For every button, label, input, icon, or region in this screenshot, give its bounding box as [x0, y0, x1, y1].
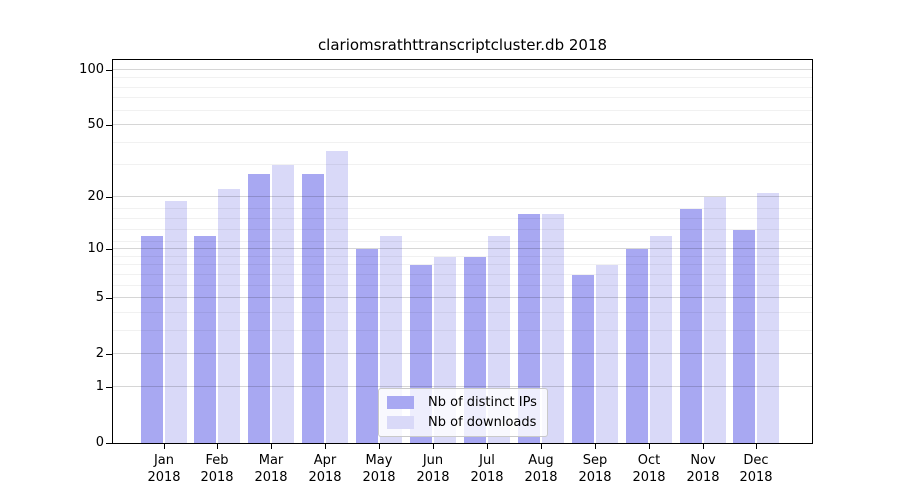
x-tick-jul — [487, 444, 488, 449]
x-tick-may — [379, 444, 380, 449]
x-tick-dec — [756, 444, 757, 449]
bar-dec-2018-downloads — [757, 193, 780, 443]
bar-sep-2018-downloads — [595, 265, 618, 443]
bar-feb-2018-downloads — [218, 189, 241, 443]
legend-item-downloads: Nb of downloads — [387, 415, 537, 430]
minor-gridline-40 — [113, 141, 812, 143]
minor-gridline-7 — [113, 273, 812, 275]
y-tick-1 — [106, 387, 113, 388]
x-tick-label-jul: Jul 2018 — [470, 453, 504, 485]
x-tick-label-nov: Nov 2018 — [686, 453, 720, 485]
legend-item-distinct-ips: Nb of distinct IPs — [387, 395, 537, 410]
bar-nov-2018-distinct-ips — [679, 209, 702, 443]
y-tick-label-0: 0 — [95, 435, 104, 450]
gridline-50 — [113, 124, 812, 125]
x-tick-label-aug: Aug 2018 — [524, 453, 558, 485]
minor-gridline-13 — [113, 228, 812, 230]
x-tick-mar — [271, 444, 272, 449]
y-tick-label-100: 100 — [79, 62, 104, 77]
minor-gridline-70 — [113, 97, 812, 99]
bar-jan-2018-distinct-ips — [140, 235, 163, 443]
plot-area — [113, 60, 812, 443]
y-tick-label-2: 2 — [95, 346, 104, 361]
x-tick-label-jun: Jun 2018 — [416, 453, 450, 485]
minor-gridline-15 — [113, 217, 812, 219]
gridline-1 — [113, 385, 812, 387]
x-tick-label-apr: Apr 2018 — [308, 453, 342, 485]
y-tick-0 — [106, 443, 113, 444]
y-tick-100 — [106, 70, 113, 71]
y-tick-label-5: 5 — [95, 290, 104, 305]
minor-gridline-60 — [113, 109, 812, 111]
legend-label-distinct-ips: Nb of distinct IPs — [428, 395, 537, 410]
x-tick-label-feb: Feb 2018 — [200, 453, 234, 485]
y-tick-5 — [106, 298, 113, 299]
legend-label-downloads: Nb of downloads — [428, 415, 537, 430]
minor-gridline-30 — [113, 164, 812, 166]
bar-oct-2018-downloads — [649, 235, 672, 443]
legend-swatch-downloads — [387, 416, 414, 429]
bar-feb-2018-distinct-ips — [194, 235, 217, 443]
x-tick-label-mar: Mar 2018 — [254, 453, 288, 485]
minor-gridline-9 — [113, 255, 812, 257]
y-tick-20 — [106, 197, 113, 198]
bar-apr-2018-distinct-ips — [302, 173, 325, 443]
gridline-20 — [113, 195, 812, 197]
bar-apr-2018-downloads — [326, 151, 349, 443]
bar-aug-2018-distinct-ips — [517, 213, 540, 443]
minor-gridline-11 — [113, 241, 812, 243]
bar-oct-2018-distinct-ips — [625, 249, 648, 443]
y-tick-label-20: 20 — [87, 189, 104, 204]
x-tick-apr — [325, 444, 326, 449]
bar-may-2018-distinct-ips — [356, 249, 379, 443]
minor-gridline-8 — [113, 264, 812, 266]
bar-sep-2018-distinct-ips — [571, 274, 594, 443]
y-tick-label-50: 50 — [87, 117, 104, 132]
y-tick-label-1: 1 — [95, 379, 104, 394]
x-tick-label-oct: Oct 2018 — [632, 453, 666, 485]
y-tick-50 — [106, 125, 113, 126]
y-tick-10 — [106, 249, 113, 250]
y-tick-label-10: 10 — [87, 241, 104, 256]
x-tick-feb — [217, 444, 218, 449]
chart-title: clariomsrathttranscriptcluster.db 2018 — [317, 36, 608, 54]
x-tick-label-jan: Jan 2018 — [147, 453, 181, 485]
x-tick-oct — [649, 444, 650, 449]
x-tick-aug — [541, 444, 542, 449]
x-tick-label-may: May 2018 — [362, 453, 396, 485]
chart-legend: Nb of distinct IPs Nb of downloads — [378, 388, 548, 437]
gridline-100 — [113, 68, 812, 70]
y-tick-2 — [106, 354, 113, 355]
bar-mar-2018-downloads — [272, 165, 295, 443]
bar-aug-2018-downloads — [541, 213, 564, 443]
gridline-10 — [113, 248, 812, 250]
plot-frame: Nb of distinct IPs Nb of downloads — [112, 59, 813, 444]
minor-gridline-4 — [113, 311, 812, 313]
x-tick-nov — [703, 444, 704, 449]
minor-gridline-6 — [113, 284, 812, 286]
minor-gridline-80 — [113, 86, 812, 88]
bar-jan-2018-downloads — [164, 200, 187, 443]
x-tick-label-sep: Sep 2018 — [578, 453, 612, 485]
gridline-5 — [113, 297, 812, 299]
x-tick-label-dec: Dec 2018 — [739, 453, 773, 485]
bar-mar-2018-distinct-ips — [248, 173, 271, 443]
gridline-2 — [113, 353, 812, 355]
minor-gridline-17 — [113, 208, 812, 210]
x-tick-jun — [433, 444, 434, 449]
minor-gridline-3 — [113, 329, 812, 331]
bar-nov-2018-downloads — [703, 196, 726, 443]
bar-dec-2018-distinct-ips — [733, 229, 756, 443]
x-tick-sep — [595, 444, 596, 449]
x-tick-jan — [164, 444, 165, 449]
minor-gridline-90 — [113, 77, 812, 79]
legend-swatch-distinct-ips — [387, 396, 414, 409]
